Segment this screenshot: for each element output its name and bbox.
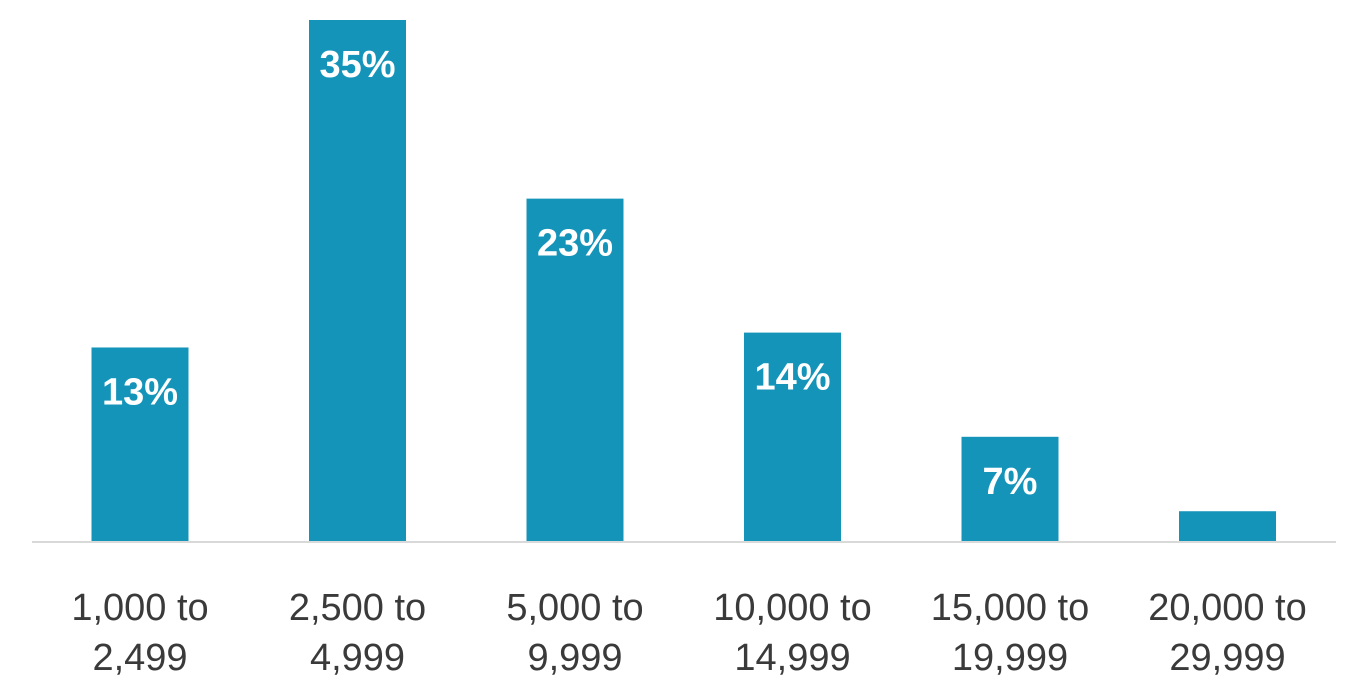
bar	[91, 347, 189, 541]
data-label: 14%	[754, 357, 830, 399]
category-label-line: 2,500 to	[288, 587, 427, 629]
data-label: 13%	[102, 371, 178, 413]
category-label-line: 5,000 to	[506, 587, 644, 629]
data-label: 23%	[537, 223, 613, 265]
category-tick-label: 15,000 to 19,999	[905, 583, 1115, 683]
category-label-line: 20,000 to	[1148, 587, 1307, 629]
category-label-line: 19,999	[951, 637, 1069, 679]
data-label: 35%	[319, 44, 395, 86]
category-tick-label: 5,000 to 9,999	[470, 583, 680, 683]
data-label: 7%	[983, 461, 1038, 503]
category-label-line: 9,999	[527, 637, 623, 679]
category-tick-label: 1,000 to 2,499	[35, 583, 245, 683]
bar	[744, 332, 841, 541]
category-label-line: 10,000 to	[713, 587, 872, 629]
bar	[309, 20, 406, 541]
category-label-line: 1,000 to	[71, 587, 209, 629]
category-label-line: 14,999	[734, 637, 851, 679]
category-label-line: 4,999	[309, 637, 406, 679]
category-label-line: 29,999	[1169, 637, 1286, 679]
bar	[961, 436, 1059, 541]
category-tick-label: 20,000 to 29,999	[1123, 583, 1333, 683]
category-label-line: 2,499	[92, 637, 188, 679]
bar	[526, 198, 624, 541]
bar	[1179, 511, 1276, 541]
category-tick-label: 10,000 to 14,999	[688, 583, 898, 683]
category-tick-label: 2,500 to 4,999	[253, 583, 463, 683]
category-label-line: 15,000 to	[930, 587, 1090, 629]
